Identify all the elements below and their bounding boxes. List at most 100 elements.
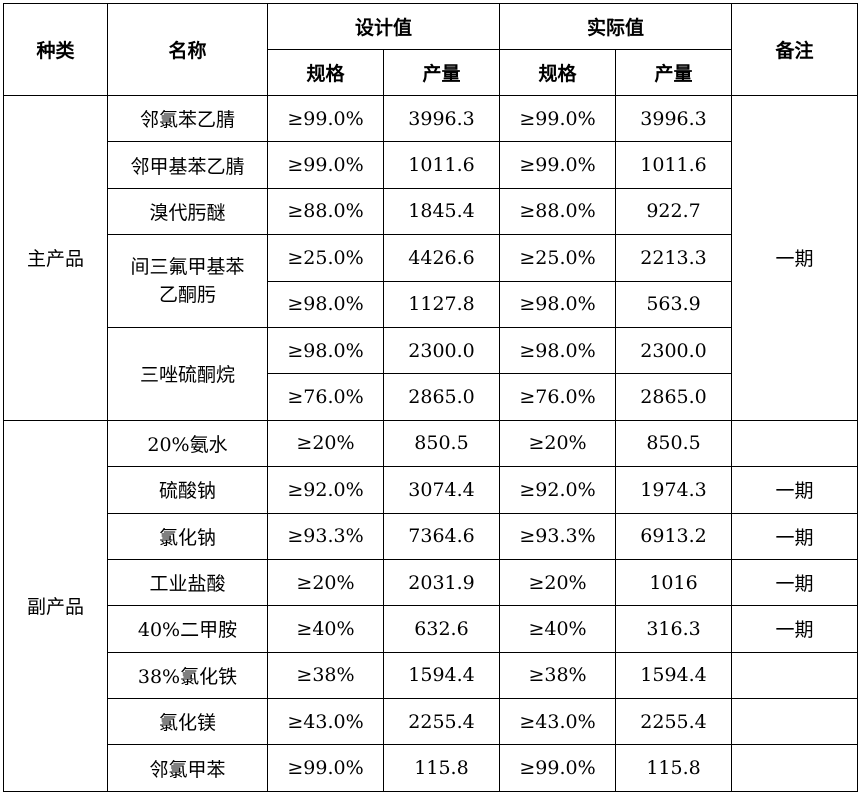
cell-design-spec: ≥43.0%	[267, 698, 384, 746]
cell-note	[731, 419, 859, 468]
cell-design-spec: ≥76.0%	[267, 373, 384, 421]
cell-design-output: 1011.6	[382, 141, 501, 189]
cell-name-line2: 乙酮肟	[158, 284, 216, 307]
group-by: 副产品	[3, 419, 108, 792]
cell-actual-output: 850.5	[615, 419, 733, 468]
table-row: 氯化钠 ≥93.3% 7364.6 ≥93.3% 6913.2 一期	[4, 512, 859, 560]
header-row-2: 规格 产量 规格 产量	[4, 49, 858, 96]
table-row: 邻甲基苯乙腈 ≥99.0% 1011.6 ≥99.0% 1011.6	[4, 141, 858, 189]
header-actual-output: 产量	[615, 49, 733, 96]
cell-note: 一期	[731, 512, 859, 560]
cell-actual-spec: ≥93.3%	[499, 512, 617, 560]
cell-design-output: 115.8	[382, 744, 501, 792]
cell-name-line1: 间三氟甲基苯	[130, 256, 245, 279]
cell-name: 三唑硫酮烷	[107, 326, 268, 421]
cell-actual-output: 1594.4	[615, 651, 733, 700]
cell-design-output: 632.6	[382, 605, 501, 653]
cell-design-spec: ≥99.0%	[267, 141, 384, 189]
cell-design-spec: ≥92.0%	[267, 466, 384, 514]
cell-note: 一期	[731, 605, 859, 653]
cell-design-spec: ≥98.0%	[267, 280, 384, 328]
cell-name: 工业盐酸	[107, 558, 268, 607]
cell-design-spec: ≥88.0%	[267, 187, 384, 236]
cell-actual-output: 3996.3	[615, 94, 733, 143]
table-row: ≥98.0% 1127.8 ≥98.0% 563.9	[4, 280, 858, 328]
table-row: 间三氟甲基苯 乙酮肟 ≥25.0% 4426.6 ≥25.0% 2213.3	[4, 234, 858, 328]
cell-actual-output: 6913.2	[615, 512, 733, 560]
cell-actual-output: 1974.3	[615, 466, 733, 514]
cell-actual-spec: ≥76.0%	[499, 373, 617, 421]
table-row: 溴代肟醚 ≥88.0% 1845.4 ≥88.0% 922.7	[4, 187, 858, 236]
cell-name: 邻氯甲苯	[107, 744, 268, 792]
header-category: 种类	[3, 3, 108, 96]
table-row: 氯化镁 ≥43.0% 2255.4 ≥43.0% 2255.4	[4, 698, 859, 746]
table-row: 主产品 邻氯苯乙腈 ≥99.0% 3996.3 ≥99.0% 3996.3 一期	[3, 94, 859, 421]
cell-actual-spec: ≥20%	[499, 419, 617, 468]
cell-design-output: 3074.4	[382, 466, 501, 514]
table-row: 硫酸钠 ≥92.0% 3074.4 ≥92.0% 1974.3 一期	[4, 466, 859, 514]
cell-actual-spec: ≥43.0%	[499, 698, 617, 746]
cell-note: 一期	[731, 466, 859, 514]
table-row: 邻氯甲苯 ≥99.0% 115.8 ≥99.0% 115.8	[4, 744, 859, 792]
cell-name: 邻氯苯乙腈	[107, 94, 268, 143]
header-design: 设计值	[266, 3, 501, 50]
cell-name: 氯化镁	[107, 698, 268, 746]
cell-actual-spec: ≥98.0%	[499, 326, 617, 375]
cell-design-spec: ≥20%	[267, 419, 384, 468]
cell-name: 氯化钠	[107, 512, 268, 560]
cell-note-main: 一期	[731, 95, 859, 421]
header-design-spec: 规格	[267, 49, 384, 96]
header-name: 名称	[107, 3, 268, 96]
cell-actual-spec: ≥98.0%	[499, 280, 617, 328]
header-note: 备注	[731, 3, 859, 96]
cell-design-output: 3996.3	[382, 94, 501, 143]
cell-actual-spec: ≥38%	[499, 651, 617, 700]
cell-note	[731, 651, 859, 700]
cell-design-spec: ≥25.0%	[267, 234, 384, 282]
table-row: 三唑硫酮烷 ≥98.0% 2300.0 ≥98.0% 2300.0	[4, 326, 858, 421]
cell-name: 溴代肟醚	[107, 187, 268, 236]
cell-design-spec: ≥99.0%	[267, 744, 384, 792]
cell-actual-spec: ≥40%	[499, 605, 617, 653]
product-table: 种类 名称 设计值 实际值 备注 规格 产量 规格 产量 主产品 邻氯苯乙腈 ≥…	[3, 3, 859, 792]
cell-name: 40%二甲胺	[107, 605, 268, 653]
cell-actual-output: 316.3	[615, 605, 733, 653]
cell-design-output: 2865.0	[382, 373, 501, 421]
cell-actual-spec: ≥20%	[499, 558, 617, 607]
table-row: 40%二甲胺 ≥40% 632.6 ≥40% 316.3 一期	[4, 605, 859, 653]
cell-design-spec: ≥20%	[267, 558, 384, 607]
cell-design-spec: ≥40%	[267, 605, 384, 653]
cell-design-output: 1127.8	[382, 280, 501, 328]
cell-design-output: 4426.6	[382, 234, 501, 282]
cell-note	[731, 698, 859, 746]
cell-actual-output: 2213.3	[615, 234, 733, 282]
cell-design-output: 7364.6	[382, 512, 501, 560]
cell-design-spec: ≥93.3%	[267, 512, 384, 560]
cell-actual-spec: ≥99.0%	[499, 141, 617, 189]
cell-name: 邻甲基苯乙腈	[107, 141, 268, 189]
cell-name: 20%氨水	[107, 419, 268, 468]
cell-design-spec: ≥99.0%	[267, 94, 384, 143]
cell-actual-spec: ≥88.0%	[499, 187, 617, 236]
header-row-1: 种类 名称 设计值 实际值 备注	[3, 3, 859, 96]
header-actual: 实际值	[499, 3, 733, 50]
cell-actual-output: 1011.6	[615, 141, 733, 189]
table-row: 工业盐酸 ≥20% 2031.9 ≥20% 1016 一期	[4, 558, 859, 607]
cell-design-output: 1845.4	[382, 187, 501, 236]
cell-note	[731, 744, 859, 792]
cell-design-output: 1594.4	[382, 651, 501, 700]
cell-design-spec: ≥98.0%	[267, 326, 384, 375]
cell-actual-output: 1016	[615, 558, 733, 607]
cell-design-output: 850.5	[382, 419, 501, 468]
header-design-output: 产量	[382, 49, 501, 96]
table-row: ≥76.0% 2865.0 ≥76.0% 2865.0	[4, 373, 858, 421]
table-row: 副产品 20%氨水 ≥20% 850.5 ≥20% 850.5	[3, 419, 859, 792]
cell-actual-output: 563.9	[615, 280, 733, 328]
cell-actual-output: 2300.0	[615, 326, 733, 375]
header-actual-spec: 规格	[499, 49, 617, 96]
cell-name: 38%氯化铁	[107, 651, 268, 700]
cell-name: 硫酸钠	[107, 466, 268, 514]
cell-design-output: 2300.0	[382, 326, 501, 375]
cell-name: 间三氟甲基苯 乙酮肟	[107, 234, 268, 328]
cell-actual-spec: ≥99.0%	[499, 744, 617, 792]
